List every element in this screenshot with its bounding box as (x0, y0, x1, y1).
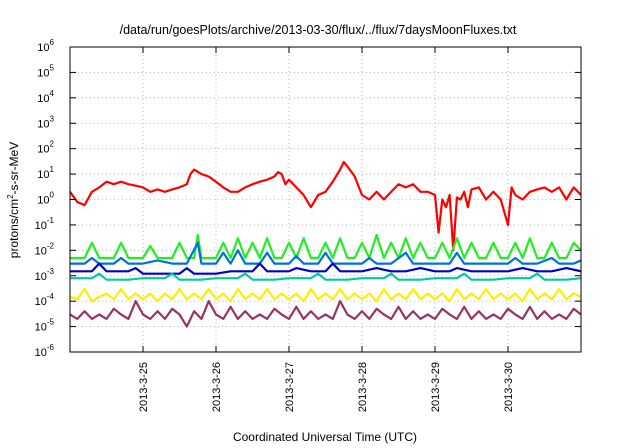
y-tick-exponent: -1 (47, 216, 55, 225)
series-line-3 (70, 241, 581, 265)
series-line-1 (70, 160, 581, 252)
y-tick-base: 10 (35, 245, 47, 257)
y-tick-exponent: 1 (50, 165, 55, 174)
x-tick-label: 2013-3-27 (284, 362, 296, 412)
y-tick-base: 10 (35, 220, 47, 232)
y-tick-exponent: 5 (50, 63, 55, 72)
y-tick-base: 10 (37, 93, 49, 105)
y-tick-label: 10-4 (35, 292, 55, 308)
y-tick-exponent: -2 (47, 241, 55, 250)
x-tick-label: 2013-3-29 (430, 362, 442, 412)
y-axis-label-superscript: 2 (6, 194, 15, 199)
x-tick-label: 2013-3-28 (357, 362, 369, 412)
y-axis-label: protons/cm2-s-sr-MeV (6, 142, 21, 258)
y-tick-label: 10-5 (35, 318, 55, 334)
y-tick-base: 10 (35, 271, 47, 283)
x-tick-label: 2013-3-30 (503, 362, 515, 412)
series-line-5 (70, 272, 581, 281)
x-axis-label: Coordinated Universal Time (UTC) (233, 430, 417, 444)
y-tick-base: 10 (35, 347, 47, 359)
y-axis-label-part: protons/cm (7, 199, 21, 258)
y-tick-exponent: 6 (50, 38, 55, 47)
series-line-6 (70, 287, 581, 303)
y-tick-exponent: -3 (47, 267, 55, 276)
y-tick-label: 101 (37, 165, 54, 181)
chart-grid (70, 47, 581, 352)
x-tick-label: 2013-3-25 (138, 362, 150, 412)
y-tick-base: 10 (37, 144, 49, 156)
y-tick-label: 104 (37, 89, 54, 105)
y-tick-exponent: -6 (47, 343, 55, 352)
y-axis-label-part: -s-sr-MeV (7, 142, 21, 195)
x-tick-label: 2013-3-26 (211, 362, 223, 412)
y-axis-ticks: 10-610-510-410-310-210-11001011021031041… (35, 38, 581, 359)
y-tick-base: 10 (37, 169, 49, 181)
series-line-4 (70, 262, 581, 275)
series-line-2 (70, 233, 581, 260)
y-tick-exponent: -5 (47, 318, 55, 327)
y-tick-base: 10 (37, 67, 49, 79)
chart-title: /data/run/goesPlots/archive/2013-03-30/f… (120, 23, 517, 37)
y-tick-label: 10-1 (35, 216, 55, 232)
y-tick-label: 105 (37, 63, 54, 79)
y-tick-exponent: 0 (50, 191, 55, 200)
y-tick-label: 10-2 (35, 241, 55, 257)
y-tick-label: 10-6 (35, 343, 55, 359)
series-line-7 (70, 300, 581, 328)
y-tick-label: 103 (37, 114, 54, 130)
y-tick-base: 10 (35, 296, 47, 308)
y-tick-label: 106 (37, 38, 54, 54)
y-tick-label: 100 (37, 191, 54, 207)
y-tick-exponent: -4 (47, 292, 55, 301)
y-tick-base: 10 (37, 42, 49, 54)
y-tick-label: 102 (37, 140, 54, 156)
x-axis-ticks: 2013-3-25 2013-3-26 2013-3-27 2013-3-28 2013… (138, 47, 515, 412)
y-tick-exponent: 3 (50, 114, 55, 123)
y-tick-base: 10 (37, 118, 49, 130)
y-tick-exponent: 4 (50, 89, 55, 98)
series-layer (70, 160, 581, 328)
y-tick-base: 10 (35, 322, 47, 334)
y-tick-label: 10-3 (35, 267, 55, 283)
y-tick-exponent: 2 (50, 140, 55, 149)
y-tick-base: 10 (37, 195, 49, 207)
